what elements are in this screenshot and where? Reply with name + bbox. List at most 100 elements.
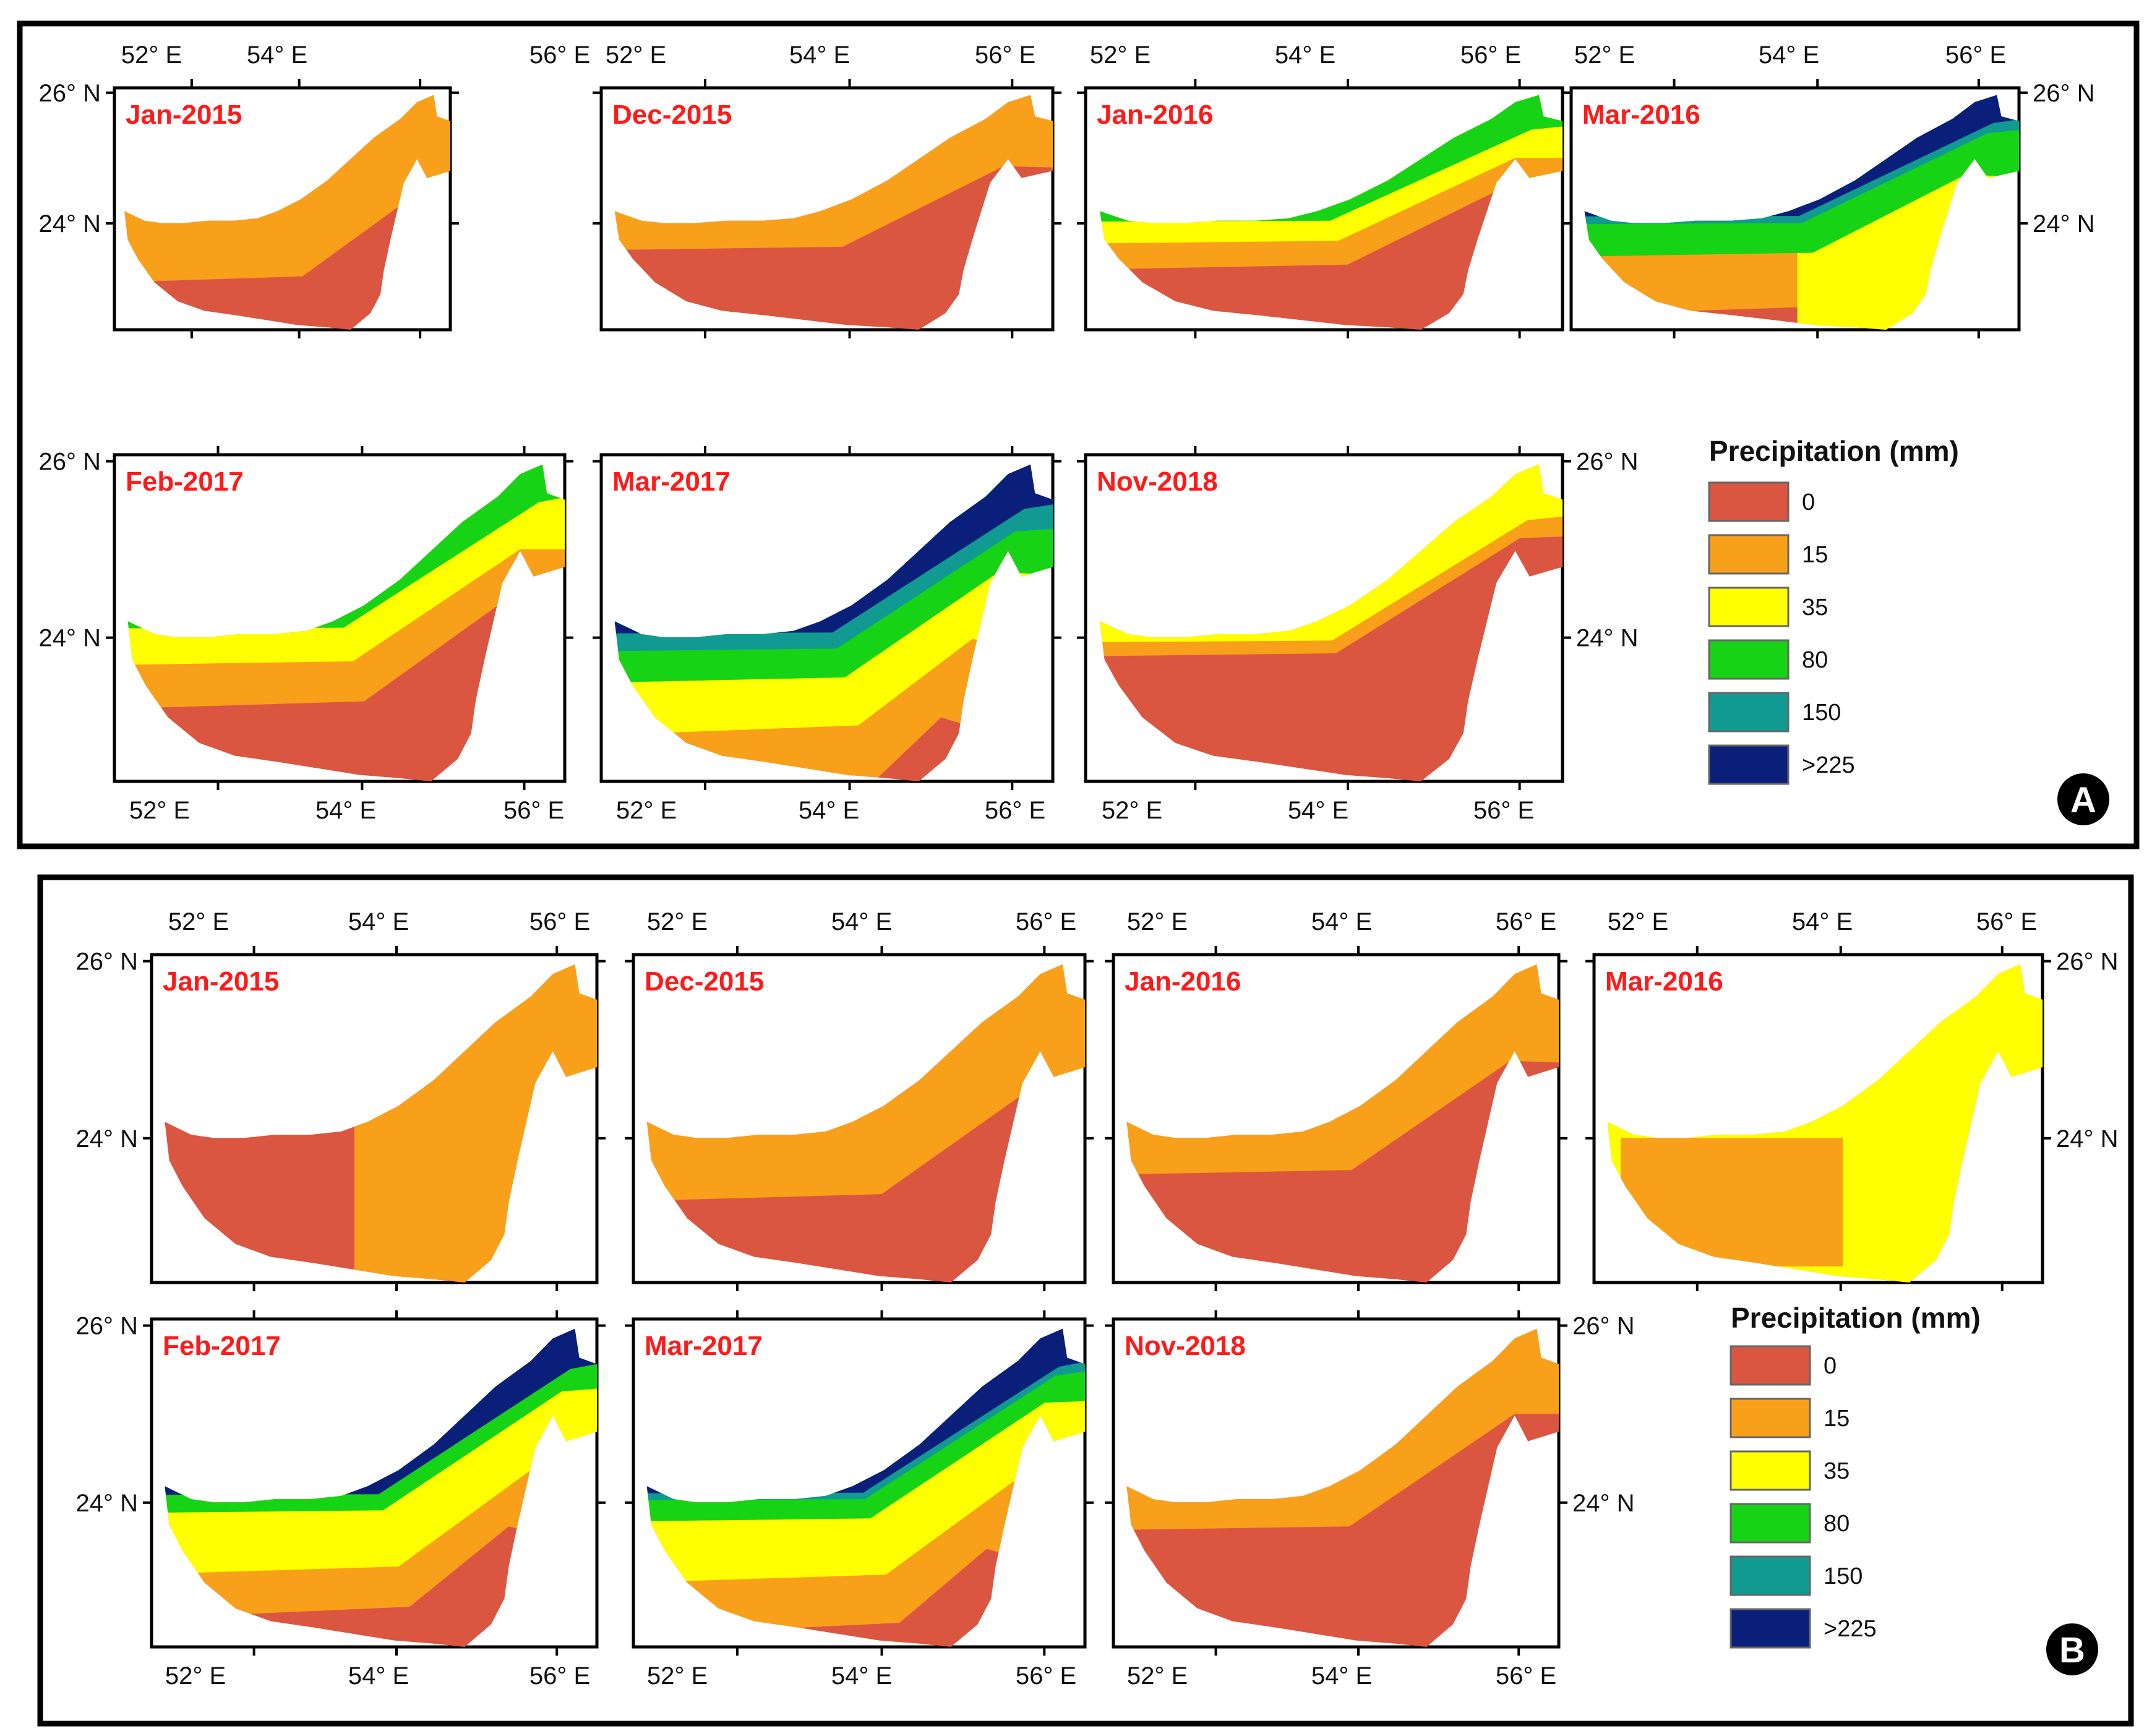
panel-a-maps: Jan-2015 Dec-2015 Jan-2016 Mar-2016 Feb-2017… <box>39 41 2095 824</box>
map-mar-2016: Mar-2016 <box>1563 79 2028 338</box>
map-feb-2017: Feb-2017 <box>143 1310 606 1656</box>
lon-label: 54° E <box>1759 41 1819 69</box>
lat-label: 24° N <box>76 1490 139 1517</box>
lon-label: 56° E <box>1473 797 1534 824</box>
legend-title: Precipitation (mm) <box>1709 435 1959 467</box>
legend-label: 80 <box>1802 647 1828 673</box>
lon-label: 56° E <box>504 797 564 824</box>
lat-label: 26° N <box>1572 1313 1635 1340</box>
map-title: Nov-2018 <box>1125 1331 1246 1361</box>
lon-label: 54° E <box>348 908 409 935</box>
lat-label: 26° N <box>1576 449 1639 476</box>
legend-label: 0 <box>1824 1353 1837 1379</box>
legend-swatches: 0 15 35 80 150 >225 <box>1730 1345 1877 1649</box>
legend-swatches: 0 15 35 80 150 >225 <box>1708 481 1855 785</box>
lon-label: 52° E <box>616 797 677 824</box>
lon-label: 54° E <box>1311 908 1372 935</box>
map-title: Mar-2016 <box>1582 100 1700 130</box>
map-dec-2015: Dec-2015 <box>625 946 1094 1291</box>
lat-label: 26° N <box>76 948 139 976</box>
lon-label: 52° E <box>165 1662 226 1690</box>
precip-zone-c15 <box>646 964 1086 1202</box>
panel-b-legend: Precipitation (mm) 0 15 35 80 150 >225 <box>1730 1302 1981 1649</box>
lon-label: 56° E <box>1976 908 2037 935</box>
map-title: Dec-2015 <box>612 100 732 130</box>
lat-label: 26° N <box>2033 80 2095 107</box>
map-nov-2018: Nov-2018 <box>1105 1310 1567 1656</box>
lon-label: 56° E <box>529 41 590 69</box>
lon-label: 52° E <box>1608 908 1668 935</box>
lon-label: 56° E <box>975 41 1035 69</box>
panel-a-badge: A <box>2057 773 2109 825</box>
lon-label: 56° E <box>1016 1662 1076 1690</box>
lat-label: 24° N <box>1572 1490 1635 1517</box>
lat-label: 24° N <box>2056 1125 2119 1153</box>
badge-circle <box>2057 773 2109 825</box>
legend-swatch <box>1730 1398 1811 1438</box>
precip-zone-c15 <box>124 95 451 283</box>
legend-swatch <box>1730 1503 1811 1544</box>
panel-b-badge: B <box>2046 1623 2098 1675</box>
panel-b-maps: Jan-2015 Dec-2015 Jan-2016 Mar-2016 Feb-2017… <box>76 908 2119 1690</box>
map-title: Mar-2016 <box>1605 966 1723 997</box>
lon-label: 52° E <box>1090 41 1151 69</box>
lat-label: 26° N <box>39 80 101 107</box>
legend-title: Precipitation (mm) <box>1731 1302 1981 1334</box>
lat-label: 26° N <box>39 449 101 476</box>
lon-label: 52° E <box>647 1662 708 1690</box>
legend-swatch <box>1730 1555 1811 1596</box>
map-jan-2015: Jan-2015 <box>143 946 606 1291</box>
legend-label: 150 <box>1824 1563 1863 1589</box>
lon-label: 56° E <box>1460 41 1521 69</box>
map-nov-2018: Nov-2018 <box>1077 446 1571 790</box>
map-country <box>124 95 451 330</box>
legend-swatch <box>1708 744 1790 785</box>
lon-label: 56° E <box>1496 908 1556 935</box>
map-title: Feb-2017 <box>163 1331 281 1361</box>
legend-label: 0 <box>1802 489 1815 515</box>
legend-swatch <box>1708 639 1790 680</box>
lon-label: 52° E <box>1127 1662 1188 1690</box>
legend-swatch <box>1730 1450 1811 1491</box>
panel-b: Jan-2015 Dec-2015 Jan-2016 Mar-2016 Feb-2017… <box>37 874 2134 1727</box>
legend-swatch <box>1708 534 1790 575</box>
lon-label: 54° E <box>315 797 376 824</box>
lon-label: 54° E <box>799 797 859 824</box>
lon-label: 52° E <box>1574 41 1635 69</box>
lat-label: 24° N <box>2033 210 2095 238</box>
legend-swatch <box>1708 587 1790 627</box>
map-title: Jan-2016 <box>1125 966 1241 997</box>
map-dec-2015: Dec-2015 <box>593 79 1061 338</box>
legend-swatch <box>1730 1608 1811 1649</box>
legend-label: 150 <box>1802 700 1841 726</box>
map-title: Jan-2015 <box>163 966 279 997</box>
lat-label: 26° N <box>76 1313 139 1340</box>
panel-a-legend: Precipitation (mm) 0 15 35 80 150 >225 <box>1708 435 1959 785</box>
map-title: Dec-2015 <box>645 966 764 997</box>
map-mar-2017: Mar-2017 <box>593 446 1061 790</box>
map-title: Jan-2016 <box>1097 100 1213 130</box>
legend-label: >225 <box>1824 1616 1877 1642</box>
lon-label: 52° E <box>647 908 708 935</box>
lat-label: 24° N <box>1576 625 1639 652</box>
lon-label: 56° E <box>1016 908 1076 935</box>
legend-label: 35 <box>1802 595 1828 621</box>
lon-label: 56° E <box>1945 41 2006 69</box>
lon-label: 54° E <box>1275 41 1335 69</box>
map-title: Feb-2017 <box>126 466 244 497</box>
badge-circle <box>2046 1623 2098 1675</box>
map-title: Jan-2015 <box>126 100 242 130</box>
legend-swatch <box>1730 1345 1811 1386</box>
map-country <box>646 964 1086 1283</box>
legend-label: 15 <box>1824 1406 1850 1432</box>
map-jan-2016: Jan-2016 <box>1077 79 1571 338</box>
lat-label: 24° N <box>76 1125 139 1153</box>
legend-swatch <box>1708 692 1790 733</box>
map-mar-2016: Mar-2016 <box>1585 946 2051 1291</box>
lon-label: 54° E <box>247 41 307 69</box>
lon-label: 52° E <box>129 797 190 824</box>
lon-label: 56° E <box>985 797 1045 824</box>
lon-label: 52° E <box>121 41 182 69</box>
lon-label: 52° E <box>1127 908 1188 935</box>
